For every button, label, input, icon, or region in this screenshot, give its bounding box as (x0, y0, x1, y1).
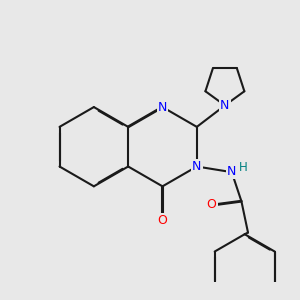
Text: O: O (207, 198, 217, 211)
Text: N: N (158, 100, 167, 114)
Text: N: N (227, 165, 236, 178)
Text: N: N (220, 99, 230, 112)
Text: H: H (239, 161, 248, 174)
Text: N: N (192, 160, 202, 173)
Text: O: O (158, 214, 167, 226)
